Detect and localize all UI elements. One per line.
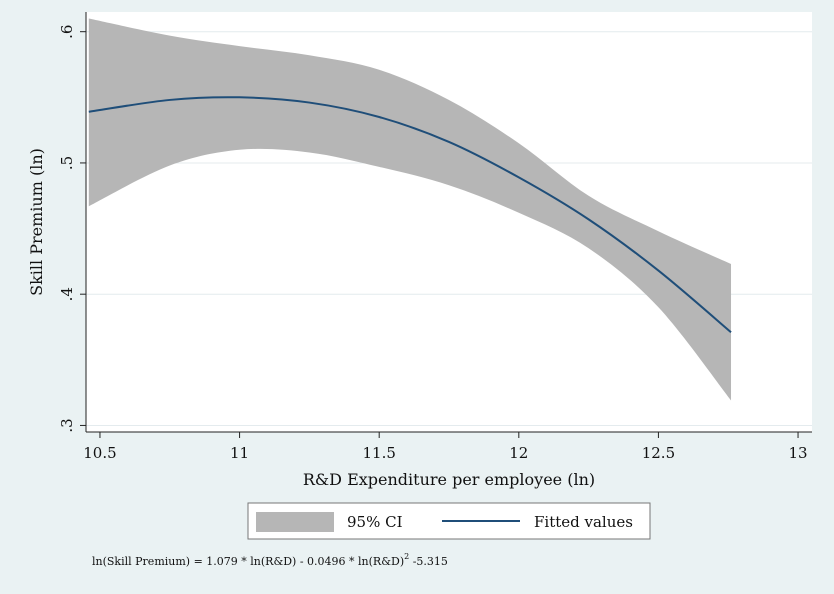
y-tick-label: .3 — [58, 418, 76, 432]
x-tick-label: 12 — [509, 444, 528, 462]
x-tick-label: 11 — [230, 444, 249, 462]
legend: 95% CI Fitted values — [247, 502, 651, 540]
x-tick-label: 13 — [788, 444, 807, 462]
legend-ci-swatch — [256, 512, 334, 532]
formula-main: ln(Skill Premium) = 1.079 * ln(R&D) - 0.… — [92, 555, 404, 568]
formula-constant: -5.315 — [409, 555, 448, 568]
x-tick-label: 12.5 — [642, 444, 675, 462]
legend-ci-label: 95% CI — [347, 513, 403, 531]
axes-layer — [85, 12, 812, 433]
y-axis-ticks: .3 .4 .5 .6 — [58, 25, 86, 433]
x-axis-ticks: 10.5 11 11.5 12 12.5 13 — [83, 432, 808, 462]
ci-band — [88, 18, 732, 401]
y-tick-label: .4 — [58, 287, 76, 301]
fitted-line — [88, 96, 732, 334]
x-axis-title: R&D Expenditure per employee (ln) — [303, 470, 595, 489]
regression-formula: ln(Skill Premium) = 1.079 * ln(R&D) - 0.… — [92, 552, 448, 568]
y-tick-label: .6 — [58, 25, 76, 39]
y-axis-title: Skill Premium (ln) — [27, 148, 46, 296]
legend-line-label: Fitted values — [534, 513, 633, 531]
formula-superscript: 2 — [404, 552, 409, 561]
y-tick-label: .5 — [58, 156, 76, 170]
x-tick-label: 10.5 — [83, 444, 116, 462]
x-tick-label: 11.5 — [362, 444, 395, 462]
